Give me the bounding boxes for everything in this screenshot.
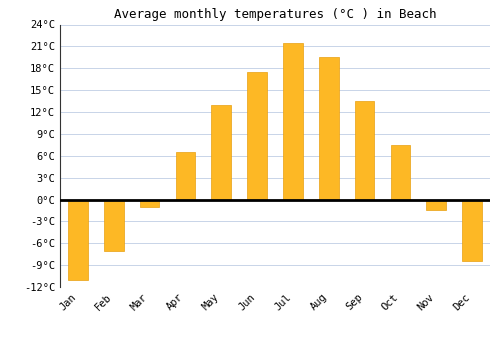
Bar [283, 43, 303, 199]
Bar [104, 199, 124, 251]
Bar [176, 152, 196, 200]
Bar [426, 199, 446, 210]
Bar [140, 199, 160, 207]
Bar [390, 145, 410, 200]
Bar [354, 101, 374, 200]
Bar [68, 199, 88, 280]
Bar [247, 72, 267, 200]
Bar [212, 105, 231, 199]
Bar [462, 199, 482, 261]
Bar [319, 57, 338, 199]
Title: Average monthly temperatures (°C ) in Beach: Average monthly temperatures (°C ) in Be… [114, 8, 436, 21]
